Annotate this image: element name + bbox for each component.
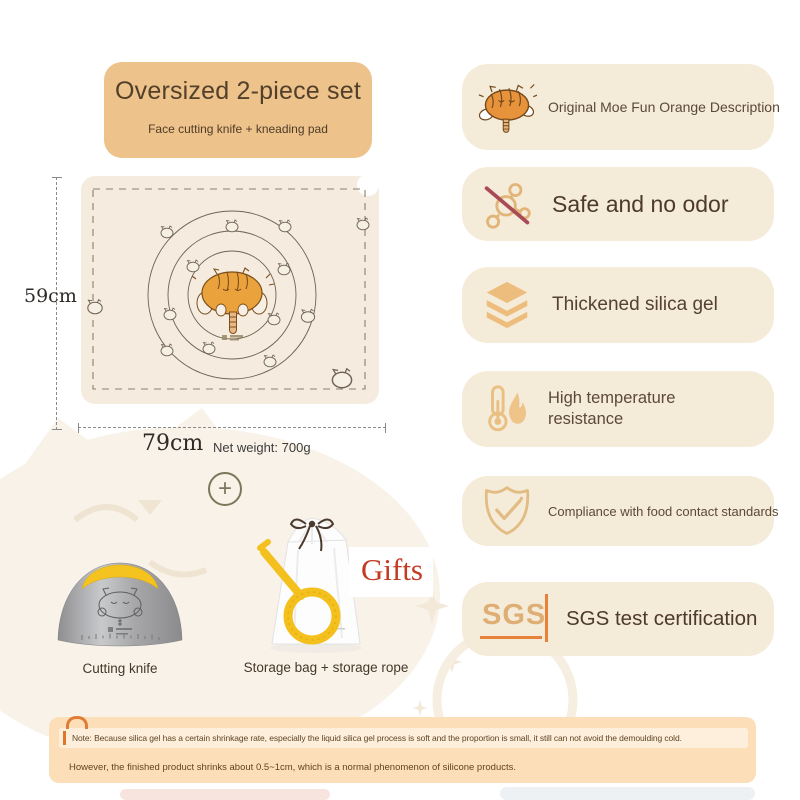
feature-label: Compliance with food contact standards [548, 503, 779, 519]
note-line-1: Note: Because silica gel has a certain s… [59, 728, 748, 748]
feature-card-original-description: Original Moe Fun Orange Description [462, 64, 780, 150]
note-text-1: Note: Because silica gel has a certain s… [72, 733, 682, 743]
net-weight-label: Net weight: 700g [213, 440, 311, 455]
header-card: Oversized 2-piece set Face cutting knife… [104, 62, 372, 158]
note-text-2: However, the finished product shrinks ab… [69, 762, 517, 773]
feature-label: Safe and no odor [552, 190, 729, 217]
bag-caption: Storage bag + storage rope [243, 660, 409, 675]
page-title: Oversized 2-piece set [115, 77, 361, 105]
feature-card-food-contact: Compliance with food contact standards [462, 476, 779, 546]
knife-caption: Cutting knife [82, 661, 158, 676]
decoration-strip-pink [120, 789, 330, 800]
feature-card-sgs: SGS SGS test certification [462, 582, 774, 656]
note-box: Note: Because silica gel has a certain s… [49, 717, 756, 783]
storage-bag-figure [257, 517, 362, 653]
decoration-strip-blue [500, 787, 755, 800]
gifts-label: Gifts [349, 547, 433, 597]
height-dimension-line [52, 177, 62, 430]
storage-rope [257, 539, 341, 645]
feature-label: SGS test certification [566, 607, 758, 630]
width-dimension-line [78, 423, 386, 433]
sgs-underline [480, 636, 542, 639]
shield-check-icon [476, 483, 538, 539]
sgs-vertical-bar [545, 594, 548, 642]
page-subtitle: Face cutting knife + kneading pad [148, 122, 328, 136]
note-accent-bar [63, 731, 66, 745]
width-dimension-label: 79cm [142, 431, 204, 456]
knife-cat-doodle [97, 587, 143, 626]
plus-glyph: + [217, 475, 232, 502]
center-cat-illustration [191, 267, 275, 341]
feature-card-thickened-silica: Thickened silica gel [462, 267, 774, 343]
decoration-arc [66, 716, 88, 729]
height-dimension-label: 59cm [24, 285, 77, 307]
sgs-logo-text: SGS [482, 599, 547, 631]
kneading-pad-figure [81, 175, 379, 404]
sgs-logo: SGS [476, 594, 556, 642]
feature-label: Thickened silica gel [552, 294, 718, 315]
no-odor-icon [476, 178, 538, 230]
cutting-knife-figure [57, 562, 183, 647]
plus-icon: + [208, 472, 242, 506]
thermometer-flame-icon [476, 382, 538, 436]
feature-label: Original Moe Fun Orange Description [548, 99, 780, 115]
feature-card-high-temperature: High temperature resistance [462, 371, 774, 447]
feature-label: High temperature resistance [548, 388, 676, 428]
drawstring-bow [289, 518, 335, 552]
layers-icon [476, 278, 538, 332]
orange-cat-icon [476, 80, 538, 134]
feature-card-safe-no-odor: Safe and no odor [462, 167, 774, 241]
